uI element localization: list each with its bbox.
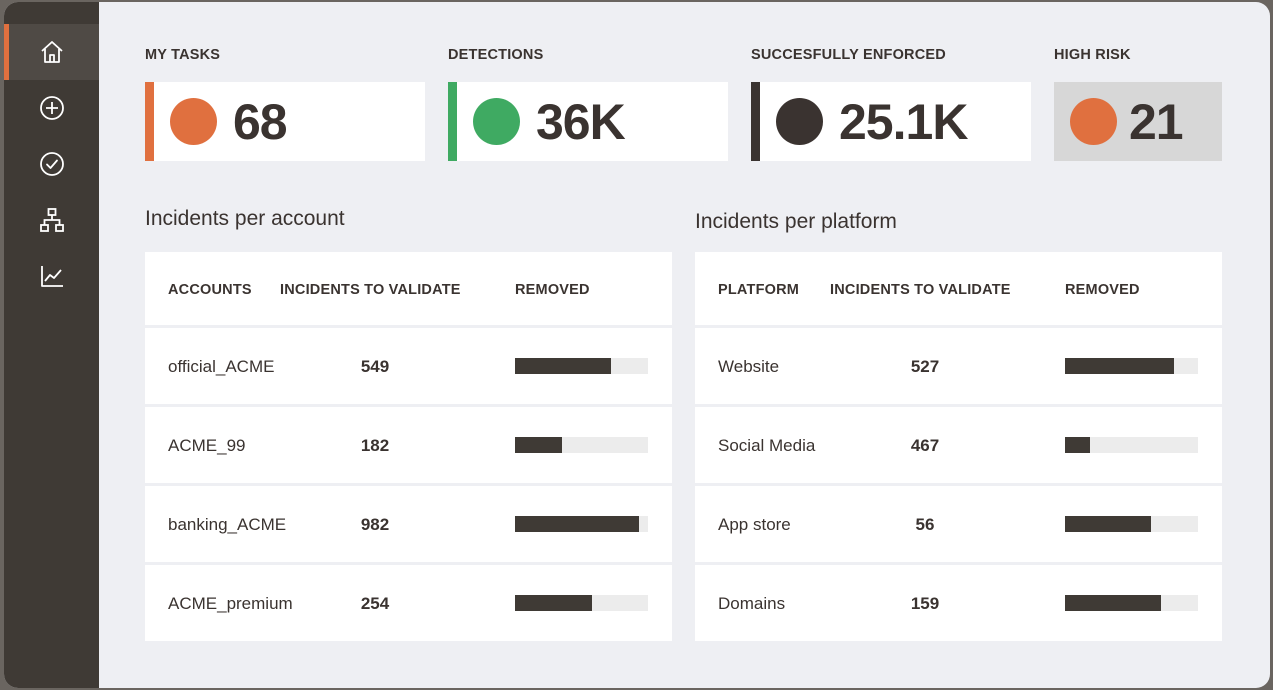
removed-progress-bar [1065,595,1198,611]
kpi-card-high-risk[interactable]: 21 [1054,82,1222,161]
progress-fill [1065,516,1152,532]
sidebar-item-structure[interactable] [4,192,99,248]
account-name: official_ACME [168,357,275,376]
kpi-label-my-tasks: MY TASKS [145,47,221,63]
table-row[interactable]: Website 527 [695,328,1222,404]
sidebar [4,2,99,688]
plus-circle-icon [39,96,64,120]
column-header-incidents: INCIDENTS TO VALIDATE [280,282,461,298]
home-icon [40,41,63,63]
sidebar-item-analytics[interactable] [4,248,99,304]
status-dot [473,98,520,145]
removed-progress-bar [1065,437,1198,453]
kpi-label-detections: DETECTIONS [448,47,544,63]
kpi-card-enforced[interactable]: 25.1K [751,82,1031,161]
incident-count: 56 [915,515,935,534]
incident-count: 159 [910,594,940,613]
sidebar-item-home[interactable] [4,24,99,80]
progress-fill [1065,595,1161,611]
platforms-table: PLATFORM INCIDENTS TO VALIDATE REMOVED W… [695,252,1222,642]
app-window: MY TASKS DETECTIONS SUCCESFULLY ENFORCED… [4,2,1270,688]
progress-fill [1065,437,1091,453]
column-header-incidents: INCIDENTS TO VALIDATE [830,282,1011,298]
kpi-value: 68 [233,93,288,150]
removed-progress-bar [515,358,648,374]
table-row[interactable]: ACME_99 182 [145,407,672,483]
removed-progress-bar [515,516,648,532]
removed-progress-bar [1065,516,1198,532]
removed-progress-bar [1065,358,1198,374]
status-dot [170,98,217,145]
incident-count: 254 [360,594,390,613]
table-row[interactable]: Social Media 467 [695,407,1222,483]
incident-count: 549 [360,357,390,376]
column-header-accounts: ACCOUNTS [168,282,252,298]
platform-name: Website [718,357,780,376]
table-header: ACCOUNTS INCIDENTS TO VALIDATE REMOVED [145,252,672,325]
accounts-table: ACCOUNTS INCIDENTS TO VALIDATE REMOVED o… [145,252,672,642]
kpi-value: 25.1K [839,93,968,150]
status-dot [1070,98,1117,145]
kpi-accent-bar [448,82,457,161]
column-header-removed: REMOVED [1065,282,1140,298]
sidebar-item-add[interactable] [4,80,99,136]
kpi-card-my-tasks[interactable]: 68 [145,82,425,161]
platform-name: App store [718,515,791,534]
table-row[interactable]: Domains 159 [695,565,1222,641]
table-row[interactable]: banking_ACME 982 [145,486,672,562]
line-chart-icon [40,266,63,287]
dashboard-main: MY TASKS DETECTIONS SUCCESFULLY ENFORCED… [99,2,1270,688]
kpi-value: 36K [536,93,626,150]
kpi-accent-bar [751,82,760,161]
table-row[interactable]: official_ACME 549 [145,328,672,404]
account-name: banking_ACME [168,515,287,534]
table-row[interactable]: App store 56 [695,486,1222,562]
incident-count: 982 [360,515,390,534]
incident-count: 182 [360,436,390,455]
incident-count: 467 [910,436,940,455]
status-dot [776,98,823,145]
account-name: ACME_premium [168,594,293,613]
section-title-platforms: Incidents per platform [695,210,897,233]
incident-count: 527 [910,357,940,376]
kpi-label-high-risk: HIGH RISK [1054,47,1131,63]
removed-progress-bar [515,437,648,453]
kpi-label-enforced: SUCCESFULLY ENFORCED [751,47,946,63]
progress-fill [1065,358,1175,374]
column-header-platform: PLATFORM [718,282,800,298]
platform-name: Domains [718,594,786,613]
section-title-accounts: Incidents per account [145,207,345,230]
kpi-card-detections[interactable]: 36K [448,82,728,161]
kpi-accent-bar [145,82,154,161]
progress-fill [515,516,639,532]
progress-fill [515,595,593,611]
progress-fill [515,358,611,374]
table-row[interactable]: ACME_premium 254 [145,565,672,641]
account-name: ACME_99 [168,436,246,455]
column-header-removed: REMOVED [515,282,590,298]
hierarchy-icon [39,208,64,232]
sidebar-item-validate[interactable] [4,136,99,192]
platform-name: Social Media [718,436,816,455]
removed-progress-bar [515,595,648,611]
kpi-value: 21 [1129,93,1184,150]
check-circle-icon [39,152,64,176]
table-header: PLATFORM INCIDENTS TO VALIDATE REMOVED [695,252,1222,325]
progress-fill [515,437,562,453]
